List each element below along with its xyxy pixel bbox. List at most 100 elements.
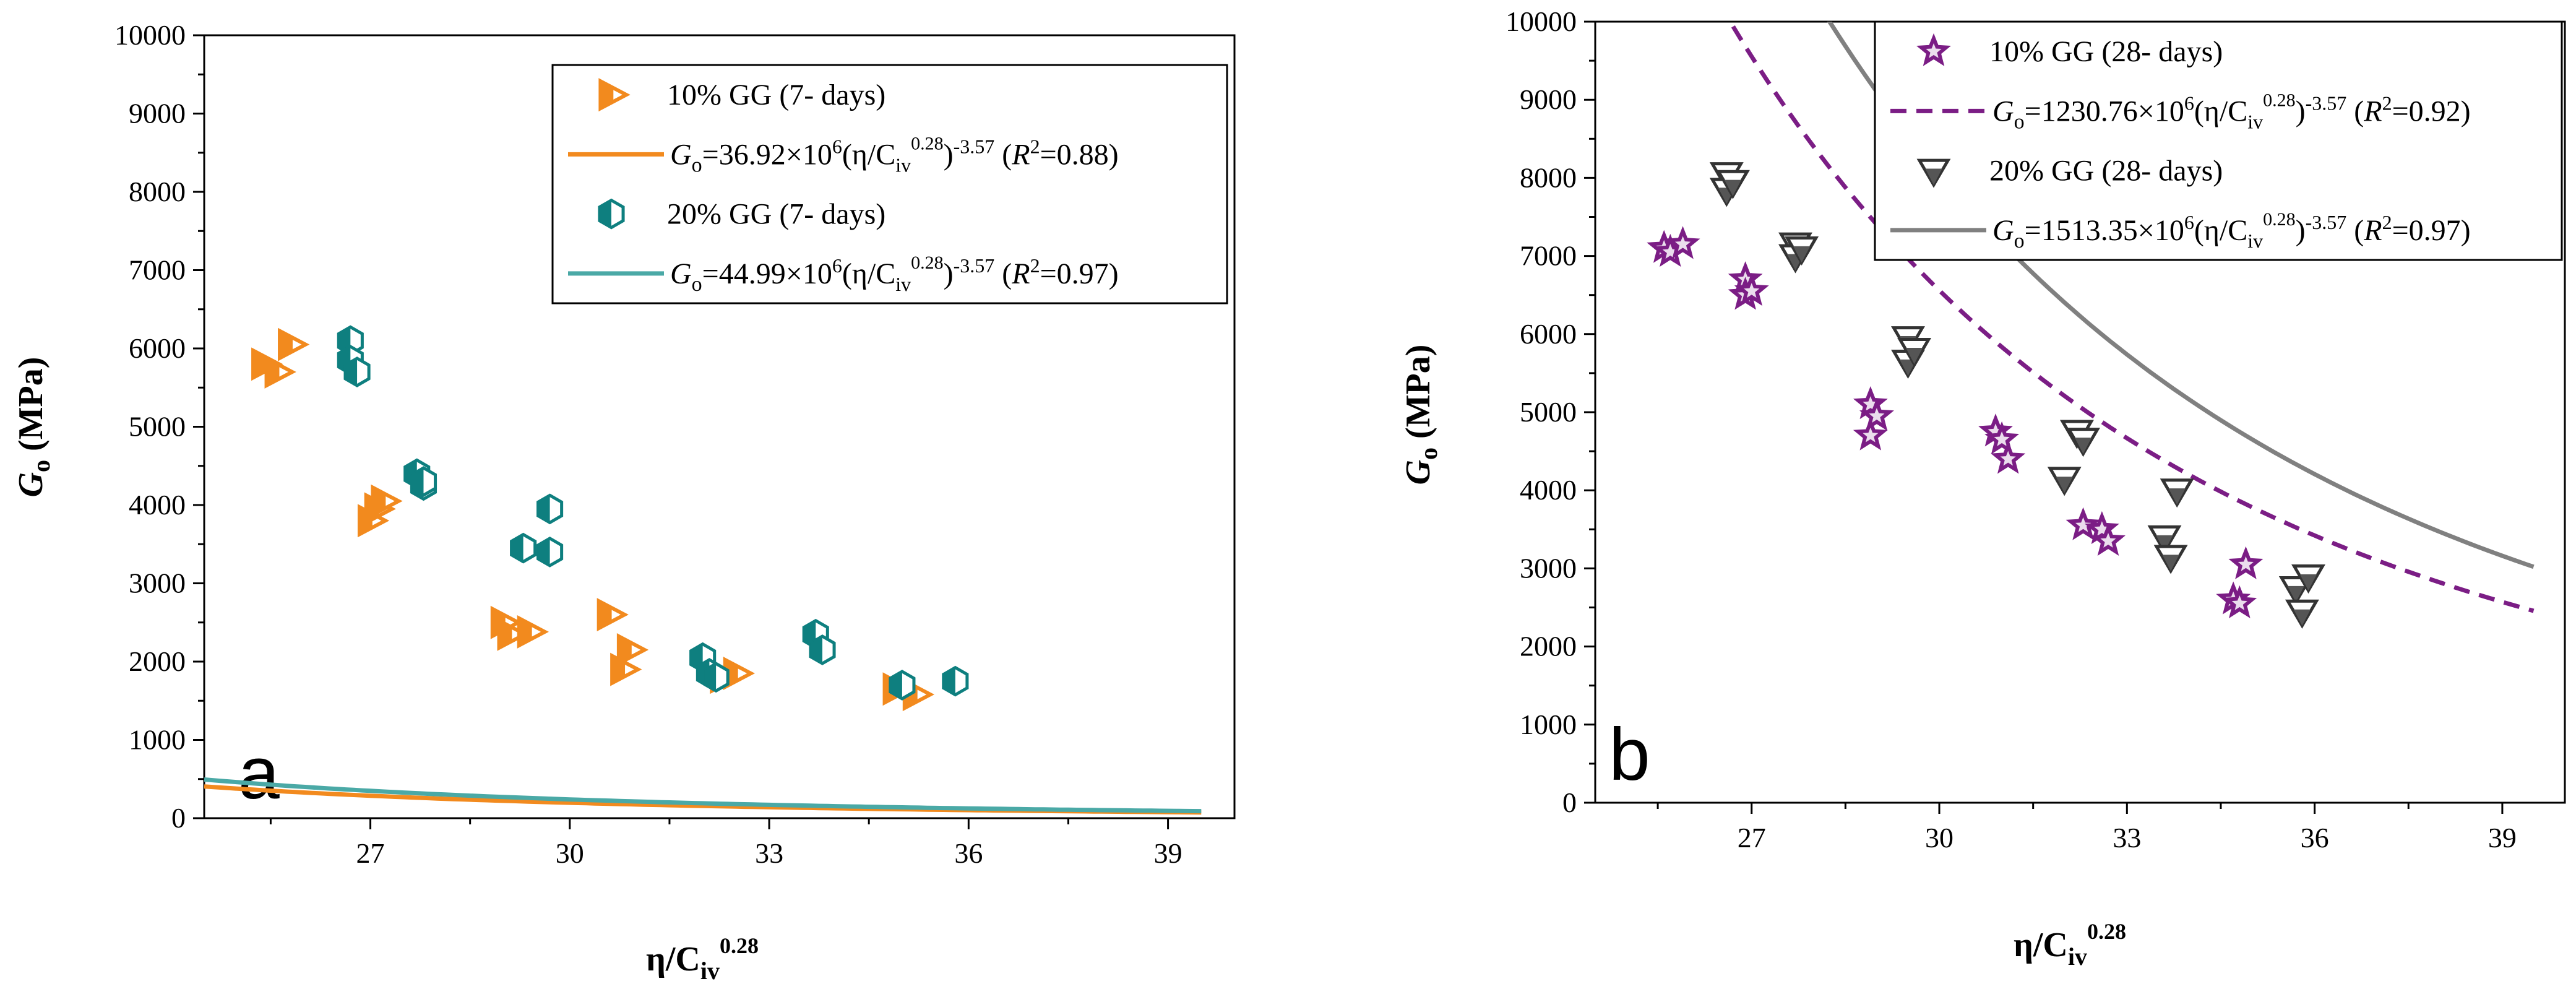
data-point bbox=[809, 634, 836, 665]
data-point bbox=[1734, 273, 1769, 306]
data-point bbox=[517, 615, 549, 649]
x-tick-label: 33 bbox=[755, 837, 783, 869]
y-tick-label: 0 bbox=[171, 802, 186, 834]
chart-panel-a: 0 1000 2000 3000 4000 5000 6000 7000 8000 9000 100… bbox=[12, 19, 1236, 985]
data-point bbox=[2047, 467, 2082, 496]
legend-fit-label: Go=44.99×106(η/Civ0.28)-3.57 (R2=0.97) bbox=[670, 253, 1119, 296]
panel-letter: a bbox=[238, 732, 280, 814]
fit-curve-1 bbox=[1827, 22, 2535, 569]
x-tick-label: 39 bbox=[1154, 837, 1182, 869]
y-tick-label: 6000 bbox=[129, 332, 186, 364]
data-point bbox=[278, 327, 310, 361]
x-tick-label: 36 bbox=[2301, 822, 2329, 853]
series-1-points bbox=[337, 325, 969, 701]
svg-text:η/Civ0.28: η/Civ0.28 bbox=[2014, 919, 2126, 970]
data-point bbox=[510, 532, 537, 564]
y-tick-label: 1000 bbox=[1520, 709, 1577, 740]
data-point bbox=[2066, 507, 2101, 540]
data-point bbox=[616, 633, 649, 667]
legend-marker bbox=[1916, 158, 1951, 188]
legend-fit-label: Go=1230.76×106(η/Civ0.28)-3.57 (R2=0.92) bbox=[1992, 90, 2471, 133]
data-point bbox=[1853, 417, 1888, 451]
y-tick-label: 7000 bbox=[129, 254, 186, 286]
y-tick-label: 5000 bbox=[129, 411, 186, 443]
data-point bbox=[536, 537, 564, 568]
x-axis-label: η/Civ0.28 bbox=[2014, 919, 2126, 970]
svg-text:η/Civ0.28: η/Civ0.28 bbox=[646, 933, 759, 985]
y-tick-label: 10000 bbox=[1506, 6, 1577, 37]
chart-panel-b: 0 1000 2000 3000 4000 5000 6000 7000 8000 9000 100… bbox=[1399, 6, 2566, 970]
data-point bbox=[597, 598, 629, 632]
svg-text:Go (MPa): Go (MPa) bbox=[1399, 345, 1442, 485]
legend-fit-label: Go=36.92×106(η/Civ0.28)-3.57 (R2=0.88) bbox=[670, 133, 1119, 176]
x-tick-label: 36 bbox=[954, 837, 983, 869]
data-point bbox=[264, 355, 296, 389]
svg-text:Go=36.92×106(η/Civ0.28)-3.57 (: Go=36.92×106(η/Civ0.28)-3.57 (R2=0.88) bbox=[670, 133, 1119, 176]
data-point bbox=[2091, 522, 2126, 556]
y-tick-label: 3000 bbox=[129, 568, 186, 599]
data-point bbox=[343, 356, 371, 387]
legend-entry: 20% GG (7- days) bbox=[667, 198, 885, 231]
y-tick-label: 0 bbox=[1562, 787, 1577, 818]
data-point bbox=[2066, 428, 2101, 457]
fit-curve-0 bbox=[1728, 22, 2535, 613]
legend-entry: 10% GG (28- days) bbox=[1989, 35, 2223, 68]
data-point bbox=[497, 617, 529, 651]
x-tick-label: 33 bbox=[2113, 822, 2141, 853]
legend: 10% GG (28- days) Go=1230.76×106(η/Civ0.2… bbox=[1874, 20, 2563, 261]
x-tick-label: 39 bbox=[2488, 822, 2517, 853]
data-point bbox=[1859, 397, 1894, 431]
data-point bbox=[2153, 545, 2188, 574]
y-tick-label: 9000 bbox=[129, 98, 186, 129]
legend-marker bbox=[598, 78, 631, 112]
legend-fit-label: Go=1513.35×106(η/Civ0.28)-3.57 (R2=0.97) bbox=[1992, 209, 2471, 253]
data-point bbox=[2285, 599, 2319, 629]
legend-box bbox=[551, 64, 1228, 304]
data-point bbox=[1715, 170, 1750, 199]
y-tick-label: 10000 bbox=[114, 19, 186, 51]
y-tick-label: 8000 bbox=[1520, 162, 1577, 193]
y-tick-label: 1000 bbox=[129, 724, 186, 756]
panel-letter: b bbox=[1609, 713, 1650, 796]
y-tick-label: 4000 bbox=[129, 489, 186, 520]
series-1-points bbox=[1709, 162, 2325, 629]
data-point bbox=[1785, 236, 1819, 266]
series-0-points bbox=[251, 327, 935, 712]
legend-box bbox=[1874, 20, 2563, 261]
y-tick-label: 9000 bbox=[1520, 84, 1577, 115]
data-point bbox=[1897, 338, 1932, 368]
data-point bbox=[1665, 226, 1700, 259]
y-tick-label: 2000 bbox=[129, 646, 186, 677]
data-point bbox=[1984, 421, 2020, 454]
data-point bbox=[2222, 585, 2257, 618]
x-tick-label: 27 bbox=[356, 837, 385, 869]
legend-marker bbox=[598, 198, 625, 230]
data-point bbox=[2147, 525, 2182, 555]
legend-entry: 20% GG (28- days) bbox=[1989, 155, 2223, 188]
data-point bbox=[942, 665, 969, 697]
data-point bbox=[1991, 441, 2026, 474]
data-point bbox=[410, 466, 437, 497]
x-tick-label: 27 bbox=[1738, 822, 1766, 853]
svg-text:Go=1513.35×106(η/Civ0.28)-3.57: Go=1513.35×106(η/Civ0.28)-3.57 (R2=0.97) bbox=[1992, 209, 2471, 253]
legend-marker bbox=[1916, 33, 1951, 66]
y-axis-label: Go (MPa) bbox=[12, 357, 55, 498]
y-tick-label: 7000 bbox=[1520, 240, 1577, 272]
fit-curve-1 bbox=[204, 777, 1202, 814]
y-tick-label: 3000 bbox=[1520, 552, 1577, 584]
data-point bbox=[702, 662, 730, 693]
series-0-points bbox=[1647, 226, 2264, 618]
x-tick-label: 30 bbox=[556, 837, 584, 869]
x-axis-label: η/Civ0.28 bbox=[646, 933, 759, 985]
data-point bbox=[536, 493, 564, 525]
svg-text:Go=44.99×106(η/Civ0.28)-3.57 (: Go=44.99×106(η/Civ0.28)-3.57 (R2=0.97) bbox=[670, 253, 1119, 296]
svg-text:Go=1230.76×106(η/Civ0.28)-3.57: Go=1230.76×106(η/Civ0.28)-3.57 (R2=0.92) bbox=[1992, 90, 2471, 133]
y-tick-label: 8000 bbox=[129, 176, 186, 207]
x-tick-label: 30 bbox=[1925, 822, 1954, 853]
data-point bbox=[2291, 564, 2325, 594]
y-tick-label: 2000 bbox=[1520, 631, 1577, 662]
data-point bbox=[2228, 546, 2264, 579]
y-tick-label: 6000 bbox=[1520, 318, 1577, 350]
y-tick-label: 4000 bbox=[1520, 474, 1577, 506]
